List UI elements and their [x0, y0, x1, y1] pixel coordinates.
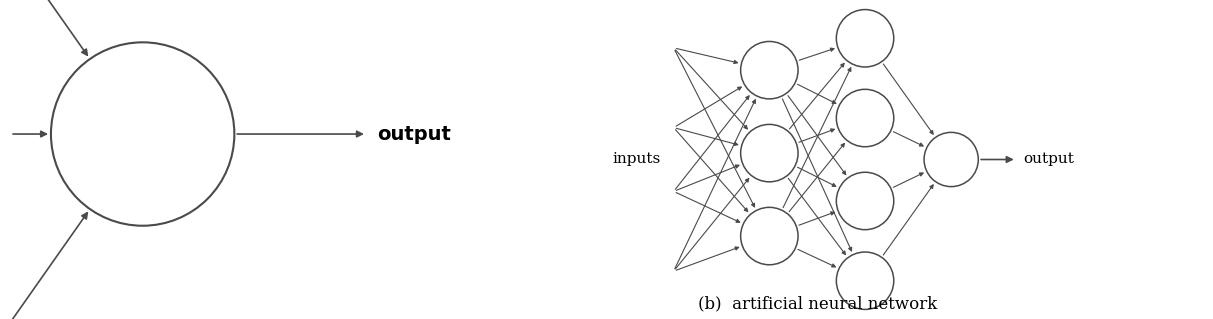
Text: output: output [1023, 152, 1074, 167]
Text: (b)  artificial neural network: (b) artificial neural network [697, 296, 936, 313]
Text: inputs: inputs [613, 152, 661, 167]
Text: output: output [377, 124, 451, 144]
